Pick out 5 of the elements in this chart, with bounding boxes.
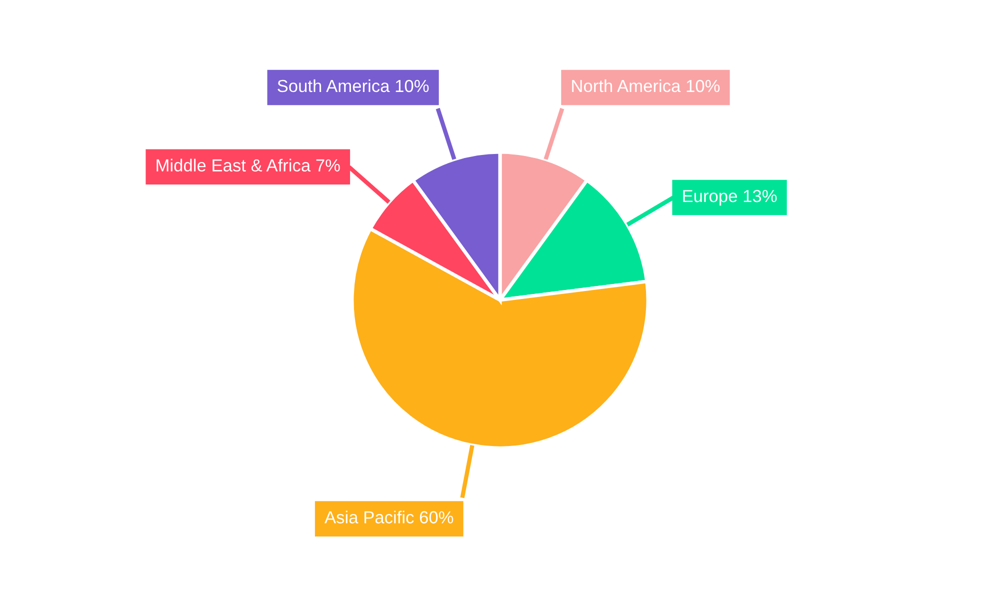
slice-label: South America 10% [278, 79, 429, 92]
slice-label: Middle East & Africa 7% [156, 158, 340, 172]
slice-label: Europe 13% [683, 190, 777, 206]
slice-label: Asia Pacific 60% [324, 510, 454, 524]
slice-label: North America 10% [572, 79, 720, 92]
